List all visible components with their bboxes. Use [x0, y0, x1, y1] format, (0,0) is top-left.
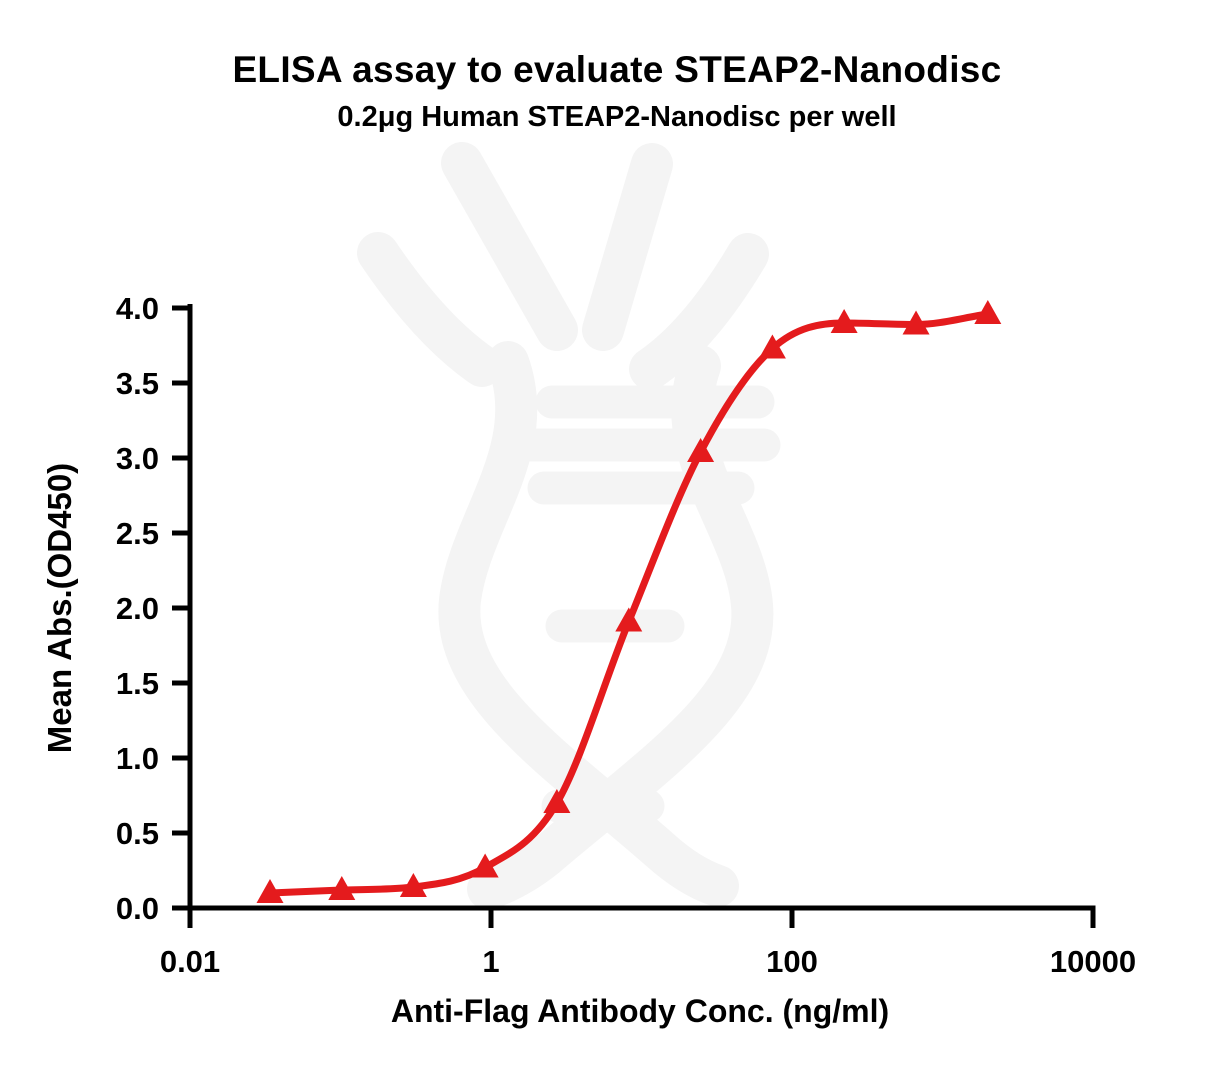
- data-point-marker: [471, 853, 499, 878]
- data-point-marker: [328, 876, 356, 900]
- x-tick-label: 1: [482, 944, 499, 979]
- y-tick-label: 1.0: [116, 741, 159, 776]
- data-point-marker: [256, 879, 284, 903]
- watermark-ray-inner-left: [441, 142, 578, 351]
- y-tick-label: 2.0: [116, 591, 159, 626]
- x-tick-label: 10000: [1050, 944, 1136, 979]
- watermark-ray-outer-right: [629, 233, 769, 390]
- y-axis-ticks: 0.0 0.5 1.0 1.5 2.0 2.5 3.0 3.5 4.0: [116, 291, 190, 926]
- data-point-marker: [399, 873, 427, 897]
- data-point-marker: [758, 334, 786, 359]
- data-point-marker: [974, 300, 1002, 324]
- dose-response-curve: [266, 310, 992, 897]
- y-tick-label: 1.5: [116, 666, 159, 701]
- data-points: [256, 300, 1002, 903]
- watermark-ray-inner-right: [582, 143, 673, 351]
- chart-subtitle: 0.2μg Human STEAP2-Nanodisc per well: [337, 101, 897, 133]
- data-point-marker: [543, 789, 571, 813]
- x-axis-label: Anti-Flag Antibody Conc. (ng/ml): [390, 993, 890, 1029]
- y-tick-label: 0.0: [116, 891, 159, 926]
- data-point-marker: [615, 607, 643, 632]
- y-tick-label: 2.5: [116, 516, 159, 551]
- x-tick-label: 100: [766, 944, 818, 979]
- chart-title: ELISA assay to evaluate STEAP2-Nanodisc: [232, 49, 1002, 90]
- watermark-helix-strand-left: [438, 341, 739, 907]
- data-point-marker: [830, 309, 858, 333]
- data-point-marker: [902, 310, 930, 335]
- y-tick-label: 3.5: [116, 366, 159, 401]
- y-tick-label: 4.0: [116, 291, 159, 326]
- watermark-ray-outer-left: [357, 232, 503, 387]
- axes: [187, 304, 1096, 911]
- y-tick-label: 3.0: [116, 441, 159, 476]
- data-point-marker: [687, 438, 715, 462]
- y-tick-label: 0.5: [116, 816, 159, 851]
- fitted-curve: [266, 310, 992, 897]
- x-tick-label: 0.01: [160, 944, 220, 979]
- x-axis-ticks: 0.01 1 100 10000: [160, 908, 1136, 979]
